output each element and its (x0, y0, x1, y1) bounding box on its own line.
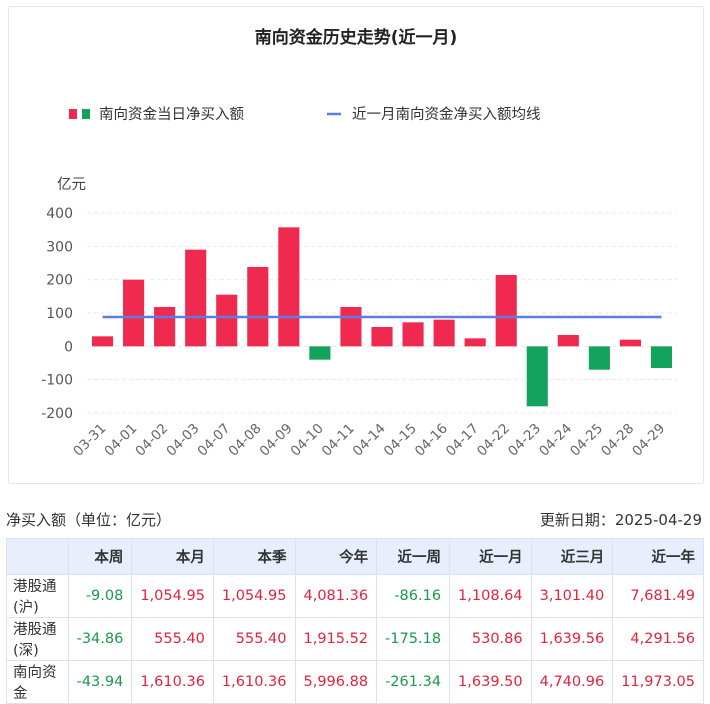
table-cell: 1,108.64 (449, 574, 532, 618)
bar (526, 346, 548, 407)
x-tick-label: 04-24 (536, 421, 575, 460)
x-tick-label: 04-02 (132, 421, 171, 460)
bar (495, 275, 517, 347)
row-label: 港股通(沪) (6, 574, 69, 618)
col-header: 近三月 (530, 538, 614, 575)
bar (464, 338, 486, 347)
table-cell: 7,681.49 (612, 574, 704, 618)
bar (216, 294, 238, 347)
x-tick-label: 04-22 (474, 421, 513, 460)
table-cell: 4,740.96 (530, 660, 614, 704)
legend-swatch-negative (82, 109, 90, 119)
table-cell: -175.18 (376, 617, 451, 661)
bar (123, 279, 145, 347)
bar (557, 335, 579, 347)
x-tick-label: 04-28 (598, 421, 637, 460)
bar (650, 346, 673, 368)
table-cell: 3,101.40 (530, 574, 614, 618)
col-header: 近一周 (376, 538, 451, 575)
bar (340, 307, 362, 347)
col-header: 今年 (294, 538, 378, 575)
row-label: 南向资金 (6, 660, 69, 704)
table-row: 港股通(沪) -9.08 1,054.95 1,054.95 4,081.36 -86.1… (6, 574, 704, 618)
x-tick-label: 04-09 (257, 421, 296, 460)
col-header: 本周 (67, 538, 133, 575)
table-cell: -261.34 (376, 660, 451, 704)
x-tick-label: 04-25 (567, 421, 606, 460)
table-cell: 4,291.56 (612, 617, 704, 661)
y-tick-label: -100 (41, 373, 73, 389)
table-cell: 555.40 (212, 617, 296, 661)
y-tick-label: -200 (41, 406, 73, 422)
table-corner (6, 538, 69, 575)
bar (91, 336, 114, 347)
table-cell: 1,610.36 (131, 660, 214, 704)
x-tick-label: 04-11 (319, 421, 358, 460)
table-cell: 1,054.95 (212, 574, 296, 618)
table-cell: 1,610.36 (212, 660, 296, 704)
x-tick-label: 03-31 (70, 421, 109, 460)
y-tick-label: 200 (46, 273, 73, 289)
table-cell: 1,915.52 (294, 617, 378, 661)
table-cell: 530.86 (449, 617, 532, 661)
col-header: 本季 (212, 538, 296, 575)
table-cell: -43.94 (67, 660, 133, 704)
y-axis-label: 亿元 (57, 176, 86, 193)
table-cell: 5,996.88 (294, 660, 378, 704)
table-cell: 1,639.56 (530, 617, 614, 661)
col-header: 本月 (131, 538, 214, 575)
update-date: 更新日期：2025-04-29 (539, 511, 702, 529)
table-cell: -34.86 (67, 617, 133, 661)
meta-row: 净买入额（单位：亿元） 更新日期：2025-04-29 (0, 507, 710, 531)
x-tick-label: 04-23 (505, 421, 544, 460)
table-row: 港股通(深) -34.86 555.40 555.40 1,915.52 -175.18 5… (6, 617, 704, 661)
y-tick-label: 300 (46, 239, 73, 255)
chart-title: 南向资金历史走势(近一月) (255, 27, 458, 48)
bar (619, 339, 641, 347)
bar (433, 319, 455, 347)
x-tick-label: 04-07 (195, 421, 234, 460)
table-cell: 1,639.50 (449, 660, 532, 704)
col-header: 近一年 (612, 538, 704, 575)
y-tick-label: 100 (46, 306, 73, 322)
col-header: 近一月 (449, 538, 532, 575)
bar (371, 327, 393, 347)
y-tick-label: 0 (64, 339, 73, 355)
x-tick-label: 04-01 (101, 421, 140, 460)
legend-label-bars: 南向资金当日净买入额 (99, 106, 244, 123)
x-tick-label: 04-17 (443, 421, 482, 460)
x-tick-label: 04-15 (381, 421, 420, 460)
bar (247, 267, 269, 347)
chart-card: 南向资金历史走势(近一月) 南向资金当日净买入额 近一月南向资金净买入额均线亿元 40… (8, 6, 704, 484)
table-row: 南向资金 -43.94 1,610.36 1,610.36 5,996.88 -261.3… (6, 660, 704, 704)
bar (402, 322, 424, 347)
x-tick-label: 04-08 (226, 421, 265, 460)
table-cell: 555.40 (131, 617, 214, 661)
x-tick-label: 04-14 (350, 421, 389, 460)
table-cell: 1,054.95 (131, 574, 214, 618)
bar (185, 249, 207, 347)
x-tick-label: 04-10 (288, 421, 327, 460)
bar (309, 346, 331, 360)
net-buy-table: 本周 本月 本季 今年 近一周 近一月 近三月 近一年 港股通(沪) -9.08 1… (6, 538, 704, 704)
x-tick-label: 04-03 (163, 421, 202, 460)
row-label: 港股通(深) (6, 617, 69, 661)
x-tick-label: 04-29 (629, 421, 668, 460)
table-cell: 11,973.05 (612, 660, 704, 704)
unit-label: 净买入额（单位：亿元） (6, 511, 172, 529)
table-cell: -86.16 (376, 574, 451, 618)
bar (154, 307, 176, 347)
table-cell: 4,081.36 (294, 574, 378, 618)
table-cell: -9.08 (67, 574, 133, 618)
bar (278, 227, 300, 347)
x-tick-label: 04-16 (412, 421, 451, 460)
legend-swatch-positive (69, 109, 77, 119)
table-header-row: 本周 本月 本季 今年 近一周 近一月 近三月 近一年 (6, 538, 704, 575)
legend-label-line: 近一月南向资金净买入额均线 (352, 106, 541, 123)
y-tick-label: 400 (46, 206, 73, 222)
bar (588, 346, 610, 370)
